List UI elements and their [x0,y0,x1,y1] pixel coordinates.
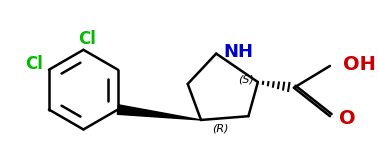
Text: O: O [339,109,356,128]
Text: Cl: Cl [78,30,96,48]
Polygon shape [117,105,201,120]
Text: OH: OH [343,55,376,74]
Text: NH: NH [224,43,254,61]
Text: Cl: Cl [25,55,43,73]
Text: (S): (S) [238,74,254,84]
Text: (R): (R) [212,124,229,133]
